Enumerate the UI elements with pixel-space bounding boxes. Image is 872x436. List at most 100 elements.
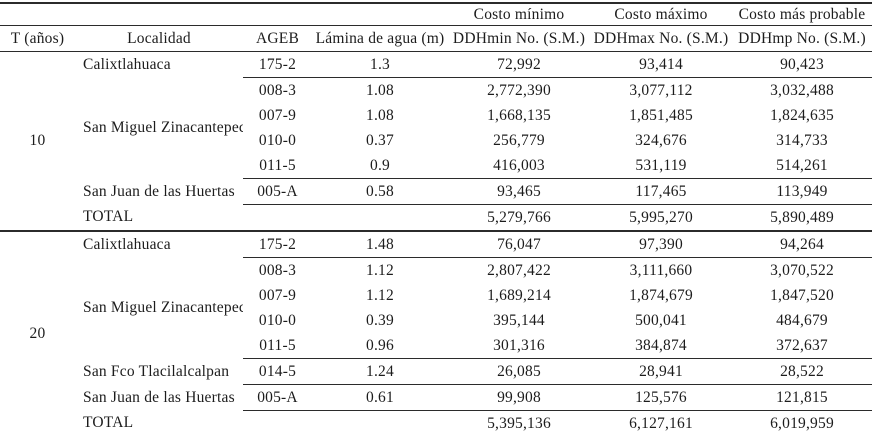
cell-lamina: 0.61	[312, 384, 448, 411]
col-header-ddhmin: DDHmin No. (S.M.)	[448, 25, 590, 52]
col-header-localidad: Localidad	[75, 25, 243, 52]
table-row: 10 Calixtlahuaca 175-2 1.3 72,992 93,414…	[0, 51, 872, 232]
group-header-row: Costo mínimo Costo máximo Costo más prob…	[0, 2, 872, 26]
cell-ddhmp: 90,423	[732, 51, 872, 78]
spacer-cell	[243, 2, 312, 26]
table-row: San Miguel Zinacantepec 008-3 1.12 2,807…	[0, 258, 872, 317]
table-row: 011-5 0.9 416,003 531,119 514,261	[0, 153, 872, 179]
cell-ddhmp: 121,815	[732, 384, 872, 411]
table-row: San Fco Tlacilalcalpan 014-5 1.24 26,085…	[0, 358, 872, 385]
cell-ddhmax: 3,077,112	[629, 81, 693, 99]
cell-localidad: Calixtlahuaca	[83, 55, 171, 73]
table-row: 20 Calixtlahuaca 175-2 1.48 76,047 97,39…	[0, 231, 872, 436]
cell-ageb: 005-A	[243, 178, 312, 205]
cell-ddhmin: 99,908	[448, 384, 590, 411]
cell-ageb: 010-0	[258, 311, 297, 329]
cell-ddhmp: 372,637	[732, 333, 872, 359]
cell-ddhmin: 76,047	[448, 231, 590, 258]
table-row: San Juan de las Huertas 005-A 0.61 99,90…	[0, 384, 872, 411]
cell-ddhmax: 1,851,485	[629, 106, 693, 124]
cell-ageb: 011-5	[243, 333, 312, 359]
spacer-cell	[243, 410, 312, 436]
cell-total-label: TOTAL	[75, 204, 243, 232]
cell-lamina: 1.48	[312, 231, 448, 258]
cell-ddhmax: 384,874	[590, 333, 732, 359]
cell-t-anios: 10	[0, 51, 75, 232]
col-header-ageb: AGEB	[243, 25, 312, 52]
cell-ddhmin: 1,668,135	[487, 106, 551, 124]
table-row: 010-0 0.39 395,144 500,041 484,679	[0, 308, 872, 333]
cell-total-ddhmin: 5,279,766	[448, 204, 590, 232]
cell-localidad: San Fco Tlacilalcalpan	[83, 362, 230, 380]
cell-t-anios: 20	[0, 231, 75, 436]
table-row: 011-5 0.96 301,316 384,874 372,637	[0, 333, 872, 359]
table-row: 007-9 1.12 1,689,214 1,874,679 1,847,520	[0, 283, 872, 308]
total-row: TOTAL 5,279,766 5,995,270 5,890,489	[0, 204, 872, 232]
cell-ddhmin: 301,316	[448, 333, 590, 359]
cell-ageb: 005-A	[243, 384, 312, 411]
cell-localidad: San Juan de las Huertas	[83, 388, 235, 406]
cell-ageb: 014-5	[243, 358, 312, 385]
cell-ddhmax: 117,465	[590, 178, 732, 205]
spacer-cell	[75, 2, 243, 26]
cell-ddhmax: 324,676	[635, 131, 687, 149]
cell-lamina: 0.58	[312, 178, 448, 205]
cell-ddhmin: 2,772,390	[487, 81, 551, 99]
cell-ageb: 008-3	[258, 261, 297, 279]
spacer-cell	[243, 204, 312, 232]
group-header-costo-minimo: Costo mínimo	[448, 2, 590, 26]
cell-localidad: San Miguel Zinacantepec	[83, 119, 243, 136]
cell-ageb: 010-0	[258, 131, 297, 149]
cell-ddhmax: 97,390	[590, 231, 732, 258]
spacer-cell	[312, 2, 448, 26]
cell-ageb: 175-2	[243, 51, 312, 78]
cell-lamina: 1.12	[366, 286, 394, 304]
cell-total-ddhmax: 5,995,270	[590, 204, 732, 232]
cell-total-label: TOTAL	[75, 410, 243, 436]
cell-ageb: 011-5	[243, 153, 312, 179]
cell-ddhmin: 395,144	[493, 311, 545, 329]
table-row: 007-9 1.08 1,668,135 1,851,485 1,824,635	[0, 103, 872, 128]
col-header-ddhmax: DDHmax No. (S.M.)	[590, 25, 732, 52]
col-header-t-anios: T (años)	[0, 25, 75, 52]
cell-ddhmp: 94,264	[732, 231, 872, 258]
col-header-ddhmp: DDHmp No. (S.M.)	[732, 25, 872, 52]
cell-ddhmin: 26,085	[448, 358, 590, 385]
cell-ageb: 007-9	[258, 106, 297, 124]
cell-localidad: San Juan de las Huertas	[83, 182, 235, 200]
cell-ageb: 008-3	[258, 81, 297, 99]
cell-ddhmp: 3,070,522	[770, 261, 834, 279]
col-header-lamina: Lámina de agua (m)	[312, 25, 448, 52]
cell-lamina: 1.08	[366, 106, 394, 124]
cell-ddhmin: 72,992	[448, 51, 590, 78]
cell-ddhmin: 416,003	[448, 153, 590, 179]
spacer-cell	[312, 410, 448, 436]
cell-ddhmax: 1,874,679	[629, 286, 693, 304]
cell-ddhmax: 93,414	[590, 51, 732, 78]
cell-ddhmp: 1,847,520	[770, 286, 834, 304]
cell-ddhmax: 531,119	[590, 153, 732, 179]
cell-localidad: San Miguel Zinacantepec	[83, 299, 243, 316]
cell-lamina: 1.08	[366, 81, 394, 99]
cell-total-ddhmp: 6,019,959	[732, 410, 872, 436]
spacer-cell	[0, 2, 75, 26]
cell-lamina: 0.39	[366, 311, 394, 329]
cell-lamina: 0.9	[312, 153, 448, 179]
table-row: San Miguel Zinacantepec 008-3 1.08 2,772…	[0, 78, 872, 137]
table-row: 010-0 0.37 256,779 324,676 314,733	[0, 128, 872, 153]
cell-total-ddhmin: 5,395,136	[448, 410, 590, 436]
cell-ddhmin: 93,465	[448, 178, 590, 205]
cell-localidad: Calixtlahuaca	[83, 235, 171, 253]
total-row: TOTAL 5,395,136 6,127,161 6,019,959	[0, 410, 872, 436]
cell-ddhmax: 28,941	[590, 358, 732, 385]
cell-ddhmp: 484,679	[776, 311, 828, 329]
cell-ddhmax: 3,111,660	[629, 261, 693, 279]
cell-ddhmp: 1,824,635	[770, 106, 834, 124]
cell-ddhmin: 256,779	[493, 131, 545, 149]
cell-lamina: 1.3	[312, 51, 448, 78]
cell-lamina: 1.24	[312, 358, 448, 385]
cell-ddhmp: 113,949	[732, 178, 872, 205]
cell-lamina: 0.96	[312, 333, 448, 359]
